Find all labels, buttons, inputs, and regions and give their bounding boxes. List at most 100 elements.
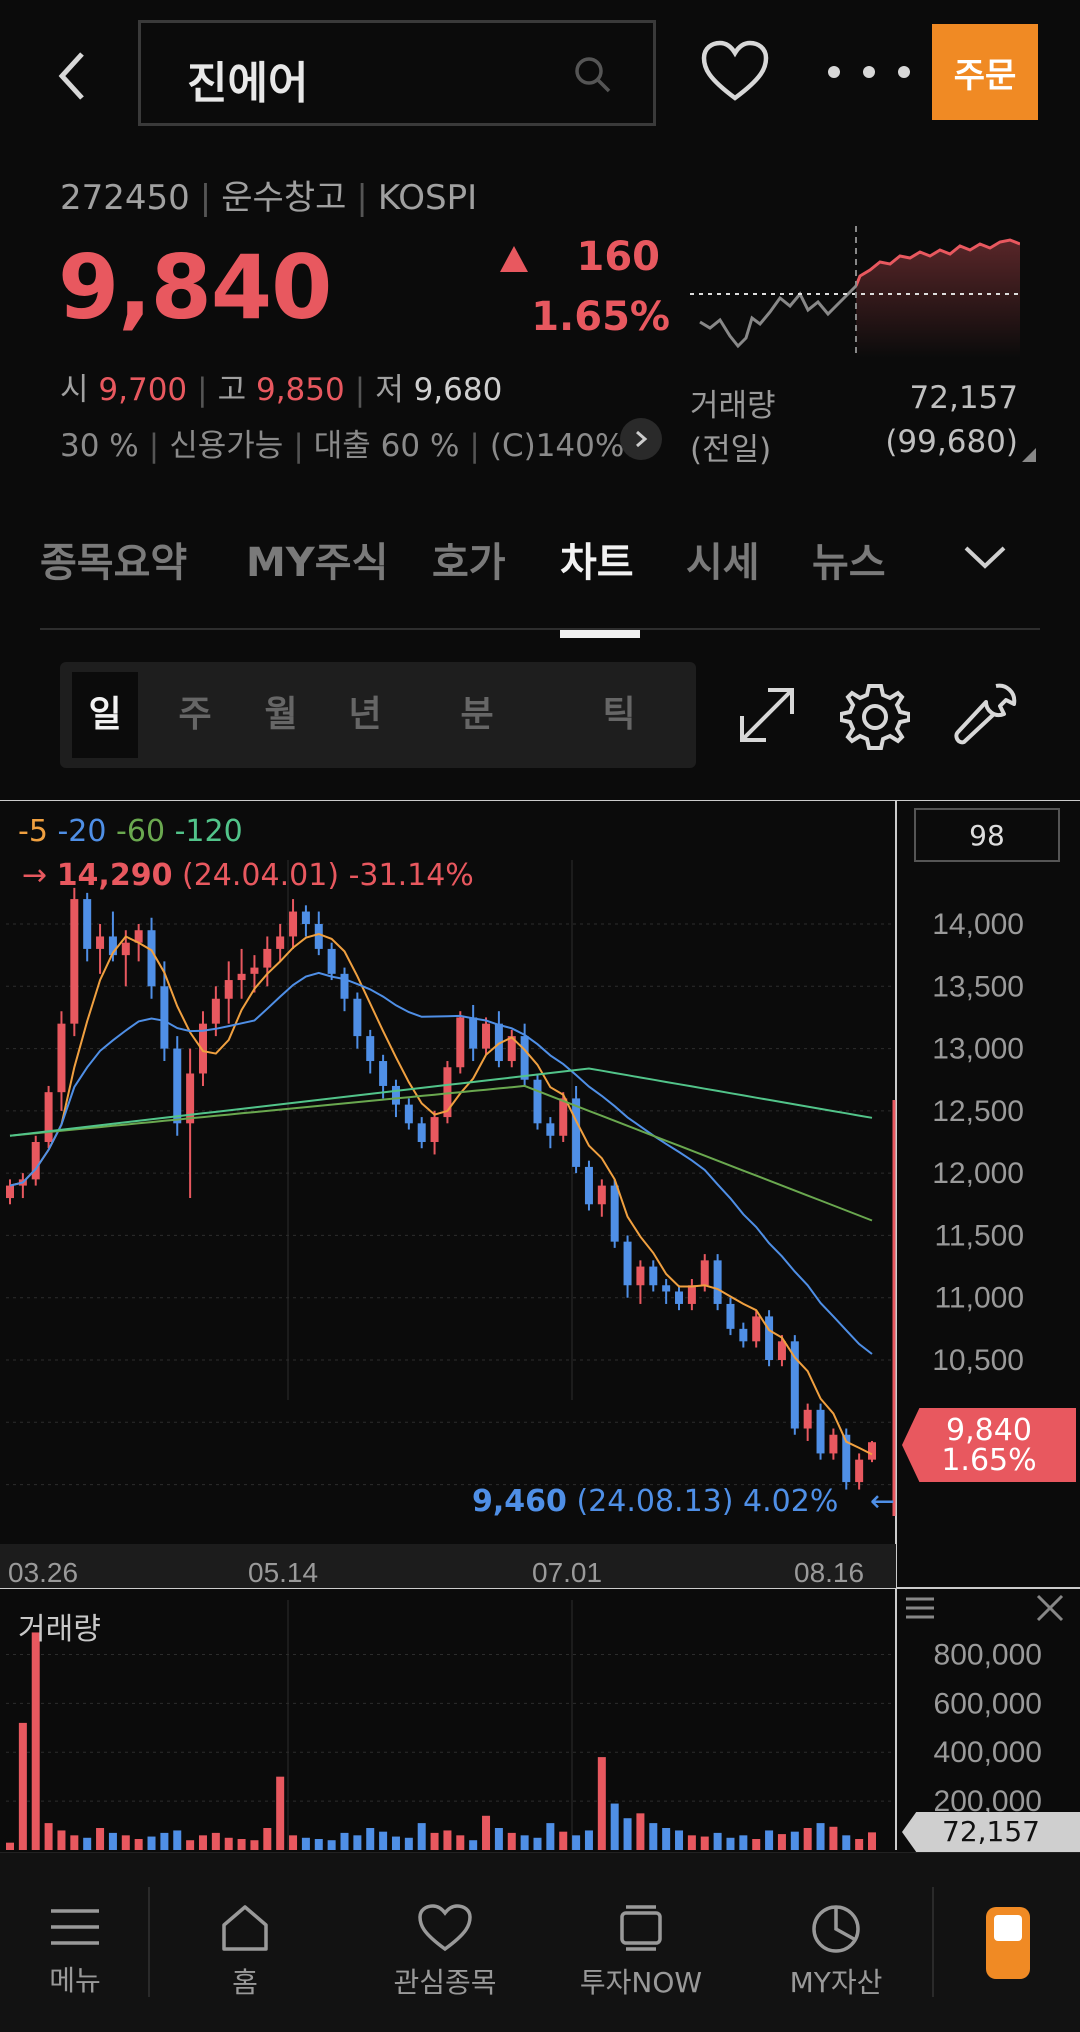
low-label: 저 — [375, 372, 404, 408]
candle-body — [610, 1185, 619, 1242]
tab-4[interactable]: 시세 — [686, 540, 760, 586]
search-bar[interactable]: 진에어 — [138, 20, 656, 126]
date-axis-band — [0, 1544, 896, 1588]
volume-close-icon[interactable] — [1036, 1594, 1064, 1622]
stock-market: KOSPI — [377, 178, 478, 218]
nav-order-shortcut[interactable] — [986, 1907, 1030, 1979]
volume-bar — [301, 1837, 310, 1850]
candle-body — [675, 1291, 684, 1304]
fullscreen-icon[interactable] — [734, 682, 800, 748]
volume-bar — [6, 1842, 14, 1850]
volume-bar — [765, 1830, 774, 1850]
period-4[interactable]: 분 — [460, 694, 494, 735]
volume-bar — [546, 1823, 555, 1850]
current-price-tag-pct: 1.65% — [941, 1443, 1037, 1478]
candle-body — [649, 1266, 658, 1286]
nav-watchlist[interactable]: 관심종목 — [370, 1903, 520, 2001]
tab-1[interactable]: MY주식 — [246, 540, 389, 586]
nav-menu[interactable]: 메뉴 — [30, 1905, 120, 1999]
candle-body — [391, 1085, 400, 1105]
volume-bar — [327, 1840, 336, 1850]
volume-bar — [31, 1632, 40, 1850]
candle-body — [700, 1260, 709, 1286]
cards-icon — [620, 1905, 662, 1951]
candle-body — [250, 967, 259, 974]
volume-bar — [520, 1835, 529, 1850]
candle-body — [546, 1123, 555, 1136]
credit-more-button[interactable] — [620, 418, 662, 460]
stock-sector[interactable]: 운수창고 — [221, 178, 347, 218]
candlestick-chart[interactable]: 14,000 13,500 13,000 12,500 12,000 11,500 11,0… — [0, 800, 1080, 1850]
candle-body — [662, 1285, 671, 1292]
low-annotation-date: (24.08.13) — [576, 1484, 734, 1519]
search-icon[interactable] — [573, 55, 613, 95]
settings-gear-icon[interactable] — [840, 680, 910, 750]
candle-body — [456, 1017, 465, 1068]
volume-bar — [533, 1837, 542, 1850]
tab-5[interactable]: 뉴스 — [812, 540, 886, 586]
chevron-right-icon — [636, 430, 648, 448]
candle-body — [314, 924, 323, 949]
period-0[interactable]: 일 — [72, 672, 138, 758]
price-tick-label: 10,500 — [932, 1344, 1024, 1377]
nav-home[interactable]: 홈 — [200, 1903, 290, 2001]
volume-bar — [147, 1836, 156, 1850]
more-options-icon[interactable] — [824, 64, 914, 80]
tab-3[interactable]: 차트 — [560, 540, 634, 586]
candle-body — [713, 1260, 722, 1304]
volume-bar — [237, 1839, 246, 1850]
intraday-mini-chart[interactable] — [690, 226, 1020, 358]
date-tick-label: 03.26 — [8, 1557, 78, 1588]
date-tick-label: 08.16 — [794, 1557, 864, 1588]
volume-bar — [366, 1828, 375, 1850]
ma-20-line — [9, 971, 873, 1355]
candle-body — [623, 1241, 632, 1286]
volume-bar — [675, 1830, 684, 1850]
volume-bar — [289, 1835, 298, 1850]
tab-2[interactable]: 호가 — [432, 540, 506, 586]
nav-invest-now[interactable]: 투자NOW — [566, 1903, 716, 2001]
wrench-tool-icon[interactable] — [950, 680, 1020, 750]
volume-bar — [816, 1823, 825, 1850]
period-1[interactable]: 주 — [178, 694, 212, 735]
period-2[interactable]: 월 — [264, 694, 298, 735]
volume-bar — [173, 1830, 182, 1850]
favorite-heart-icon[interactable] — [700, 40, 770, 102]
volume-tick-label: 600,000 — [934, 1687, 1042, 1720]
candle-body — [559, 1098, 568, 1136]
candle-body — [96, 936, 105, 949]
volume-bar — [96, 1828, 105, 1850]
order-button[interactable]: 주문 — [932, 24, 1038, 120]
period-5[interactable]: 틱 — [602, 694, 636, 735]
candle-body — [353, 998, 362, 1037]
price-tick-label: 14,000 — [932, 908, 1024, 941]
candle-body — [404, 1104, 413, 1124]
volume-bar — [340, 1832, 349, 1850]
volume-bar — [443, 1830, 452, 1850]
volume-bar — [379, 1831, 388, 1850]
period-3[interactable]: 년 — [348, 694, 382, 735]
volume-bar — [868, 1832, 876, 1850]
candle-body — [868, 1442, 876, 1460]
volume-bar — [829, 1826, 838, 1850]
candle-body — [803, 1409, 812, 1429]
search-input[interactable]: 진에어 — [187, 58, 309, 109]
back-icon[interactable] — [52, 48, 96, 104]
volume-bar — [777, 1834, 786, 1850]
volume-bar — [353, 1835, 362, 1850]
volume-menu-icon[interactable] — [906, 1596, 934, 1620]
candle-body — [160, 986, 169, 1049]
candle-body — [147, 930, 156, 987]
tabs-expand-chevron-icon[interactable] — [962, 542, 1008, 572]
candle-count-box[interactable]: 98 — [914, 808, 1060, 862]
high-label: 고 — [217, 372, 247, 408]
candle-body — [379, 1061, 388, 1086]
tab-0[interactable]: 종목요약 — [40, 540, 188, 586]
nav-home-label: 홈 — [232, 1966, 258, 1999]
open-price: 9,700 — [98, 372, 188, 408]
bottom-nav: 메뉴 홈 관심종목 투자NOW MY자산 — [0, 1852, 1080, 2032]
volume-bar — [276, 1776, 285, 1850]
nav-my-assets[interactable]: MY자산 — [766, 1903, 906, 2001]
volume-tick-label: 400,000 — [934, 1736, 1042, 1769]
candle-body — [263, 948, 272, 968]
